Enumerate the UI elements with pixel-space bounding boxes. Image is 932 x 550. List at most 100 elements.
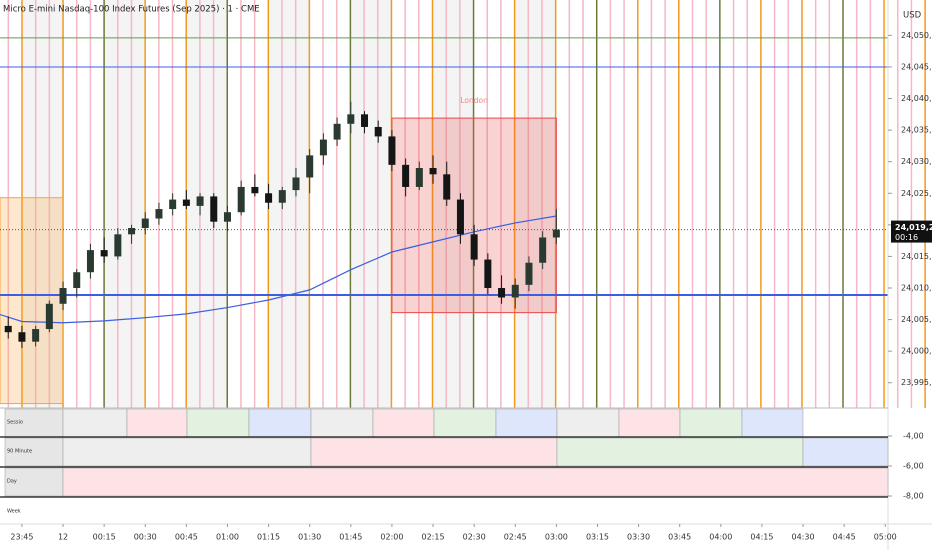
candle-body xyxy=(498,288,506,298)
candle-body xyxy=(539,237,547,263)
candle-body xyxy=(32,329,40,342)
x-tick-label: 03:30 xyxy=(627,533,650,542)
x-tick-label: 04:30 xyxy=(792,533,815,542)
row-label: Day xyxy=(7,479,17,485)
candle-body xyxy=(511,284,519,298)
x-tick-label: 04:45 xyxy=(833,533,856,542)
candle-body xyxy=(169,199,177,210)
candle-body xyxy=(552,229,560,238)
price-tag xyxy=(891,220,932,243)
candle-body xyxy=(402,164,410,187)
candle-body xyxy=(443,174,451,200)
session-block xyxy=(62,467,889,497)
session-block xyxy=(186,408,250,438)
candle-body xyxy=(18,332,26,342)
candle-body xyxy=(484,259,492,288)
currency: USD xyxy=(903,11,922,21)
candle-body xyxy=(347,114,355,124)
candle-body xyxy=(388,136,396,165)
x-tick-label: 01:45 xyxy=(339,533,362,542)
y-tick-label: 24,035,00 xyxy=(901,126,932,135)
stripe xyxy=(22,0,64,408)
session-block xyxy=(62,437,312,467)
candle-body xyxy=(210,196,218,222)
chart-title: Micro E-mini Nasdaq-100 Index Futures (S… xyxy=(3,5,260,15)
candle-body xyxy=(100,250,108,257)
session-block xyxy=(310,437,558,467)
candle-body xyxy=(196,196,204,206)
y-tick-label: 24,050,00 xyxy=(901,31,932,40)
candle-body xyxy=(278,190,286,203)
session-block xyxy=(802,437,889,467)
candle-body xyxy=(374,126,382,137)
row-label: 90 Minute xyxy=(7,449,32,455)
candle-body xyxy=(470,234,478,260)
y-tick-label: 24,005,00 xyxy=(901,315,932,324)
indicator-tick-label: -4,00 xyxy=(903,432,924,441)
session-block xyxy=(372,408,435,438)
y-tick-label: 24,000,00 xyxy=(901,347,932,356)
decoration xyxy=(7,0,926,408)
price-tag-label: 24,019,25 xyxy=(895,223,932,232)
x-tick-label: 05:00 xyxy=(874,533,897,542)
x-tick-label: 23:45 xyxy=(10,533,33,542)
indicator-tick-label: -8,00 xyxy=(903,492,924,501)
row-label: Week xyxy=(7,509,21,515)
session-block xyxy=(433,408,497,438)
x-tick-label: 03:45 xyxy=(668,533,691,542)
x-tick-label: 02:00 xyxy=(380,533,403,542)
session-block xyxy=(126,408,188,438)
x-tick-label: 00:30 xyxy=(134,533,157,542)
x-tick-label: 01:15 xyxy=(257,533,280,542)
candle-body xyxy=(86,250,94,273)
x-tick-label: 04:00 xyxy=(709,533,732,542)
row-label: Sessio xyxy=(7,420,23,426)
candle-body xyxy=(73,272,81,288)
candle-body xyxy=(525,262,533,285)
x-tick-label: 03:00 xyxy=(545,533,568,542)
candle-body xyxy=(265,193,273,203)
y-tick-label: 24,025,00 xyxy=(901,189,932,198)
y-tick-label: 24,040,00 xyxy=(901,94,932,103)
x-tick-label: 03:15 xyxy=(586,533,609,542)
session-block xyxy=(4,467,64,497)
session-block xyxy=(4,408,64,438)
session-block xyxy=(310,408,374,438)
stripe xyxy=(514,0,556,408)
candle-body xyxy=(237,186,245,213)
session-block xyxy=(556,437,804,467)
candle-body xyxy=(128,228,136,235)
stripe xyxy=(268,0,310,408)
session-block xyxy=(679,408,743,438)
y-tick-label: 24,045,00 xyxy=(901,62,932,71)
session-block xyxy=(741,408,804,438)
session-block xyxy=(248,408,312,438)
candle-body xyxy=(415,168,423,187)
candle-body xyxy=(429,168,437,175)
session-block xyxy=(62,408,128,438)
indicator-tick-label: -6,00 xyxy=(903,462,924,471)
stripe xyxy=(104,0,146,408)
y-tick-label: 24,015,00 xyxy=(901,252,932,261)
candle-body xyxy=(251,186,259,194)
candle-body xyxy=(456,199,464,235)
y-tick-label: 24,010,00 xyxy=(901,284,932,293)
session-block xyxy=(556,408,620,438)
candle-body xyxy=(319,139,327,156)
stripe xyxy=(432,0,474,408)
candle-body xyxy=(223,212,231,222)
candle-body xyxy=(141,218,149,228)
x-tick-label: 00:15 xyxy=(93,533,116,542)
x-tick-label: 04:15 xyxy=(750,533,773,542)
candle-body xyxy=(45,303,53,330)
candle-body xyxy=(306,155,314,178)
stripe xyxy=(186,0,228,408)
box-label: London xyxy=(460,96,488,105)
session-block xyxy=(495,408,558,438)
y-tick-label: 24,030,00 xyxy=(901,157,932,166)
session-box xyxy=(0,197,64,405)
candle-body xyxy=(4,325,12,333)
stripe xyxy=(350,0,392,408)
x-tick-label: 12 xyxy=(58,533,68,542)
